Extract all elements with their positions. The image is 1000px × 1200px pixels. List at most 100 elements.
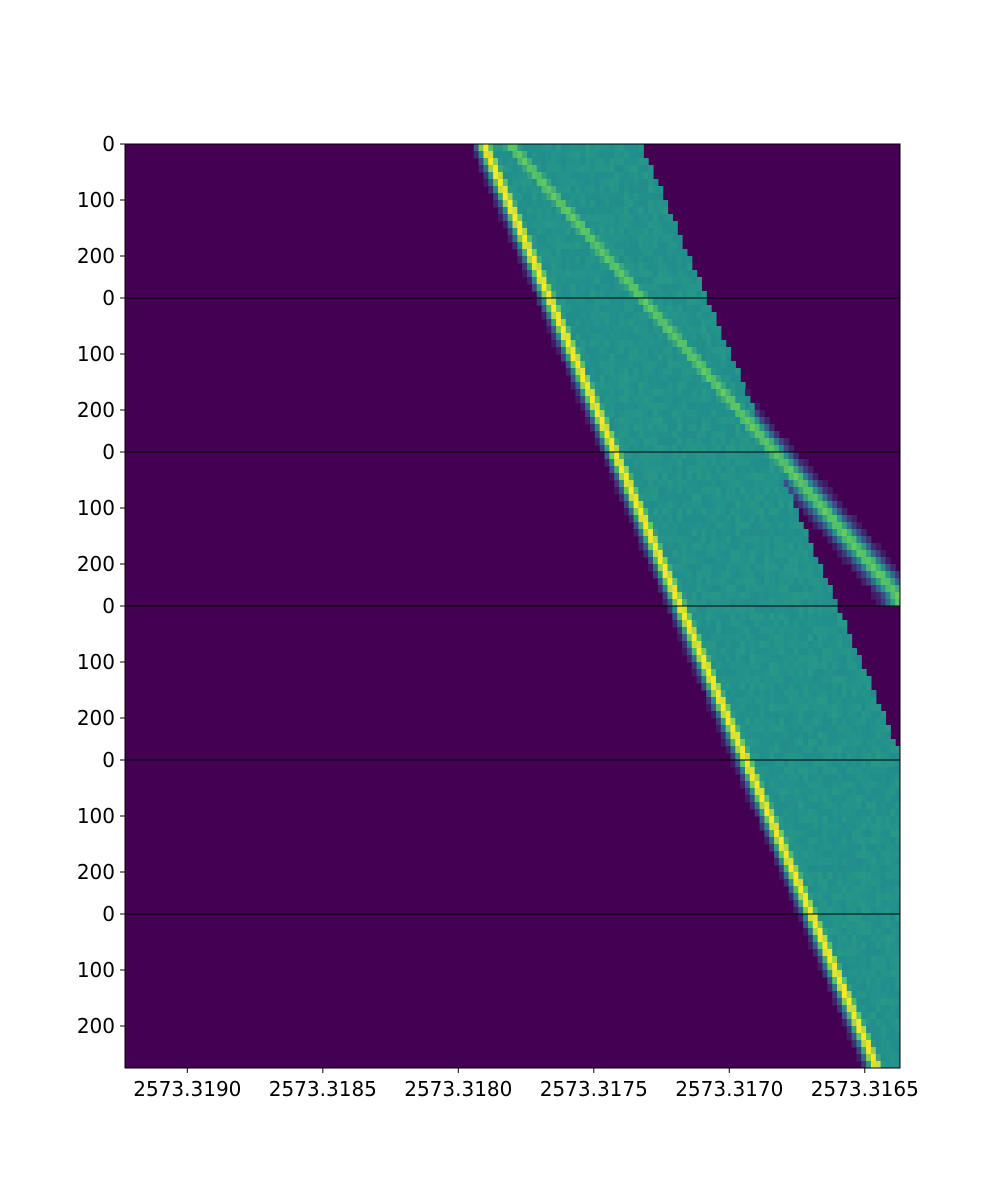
heatmap-cell bbox=[827, 697, 833, 705]
heatmap-cell bbox=[715, 529, 722, 537]
heatmap-cell bbox=[706, 655, 712, 663]
heatmap-cell bbox=[657, 459, 664, 467]
heatmap-cell bbox=[812, 704, 819, 712]
heatmap-cell bbox=[875, 1061, 882, 1068]
heatmap-cell bbox=[546, 207, 552, 215]
heatmap-cell bbox=[652, 305, 659, 313]
heatmap-cell bbox=[754, 550, 761, 558]
heatmap-cell bbox=[745, 389, 751, 397]
heatmap-cell bbox=[866, 550, 872, 558]
heatmap-cell bbox=[890, 753, 896, 761]
heatmap-cell bbox=[870, 956, 877, 964]
heatmap-cell bbox=[870, 760, 877, 768]
heatmap-cell bbox=[585, 200, 591, 208]
heatmap-cell bbox=[706, 690, 712, 698]
heatmap-cell bbox=[701, 641, 707, 649]
heatmap-cell bbox=[778, 452, 785, 460]
heatmap-cell bbox=[754, 711, 761, 719]
heatmap-cell bbox=[614, 319, 620, 327]
heatmap-cell bbox=[672, 487, 678, 495]
heatmap-cell bbox=[522, 165, 528, 173]
heatmap-cell bbox=[619, 340, 625, 348]
heatmap-cell bbox=[657, 298, 664, 306]
heatmap-cell bbox=[885, 879, 891, 887]
heatmap-cell bbox=[812, 697, 819, 705]
heatmap-cell bbox=[870, 704, 877, 712]
heatmap-cell bbox=[803, 865, 809, 873]
heatmap-cell bbox=[822, 914, 828, 922]
heatmap-cell bbox=[720, 648, 727, 656]
heatmap-cell bbox=[759, 564, 765, 572]
heatmap-cell bbox=[740, 578, 746, 586]
heatmap-cell bbox=[812, 795, 819, 803]
heatmap-cell bbox=[619, 172, 625, 180]
heatmap-cell bbox=[740, 648, 746, 656]
heatmap-cell bbox=[575, 284, 581, 292]
heatmap-cell bbox=[686, 550, 693, 558]
heatmap-cell bbox=[522, 151, 528, 159]
heatmap-cell bbox=[488, 165, 494, 173]
x-tick-label: 2573.3190 bbox=[133, 1077, 241, 1101]
heatmap-cell bbox=[652, 284, 659, 292]
heatmap-cell bbox=[783, 494, 790, 502]
heatmap-cell bbox=[706, 627, 712, 635]
heatmap-cell bbox=[880, 739, 887, 747]
heatmap-cell bbox=[575, 333, 581, 341]
heatmap-cell bbox=[856, 690, 862, 698]
heatmap-cell bbox=[837, 816, 843, 824]
heatmap-cell bbox=[711, 592, 717, 600]
heatmap-cell bbox=[817, 823, 824, 831]
heatmap-cell bbox=[546, 158, 552, 166]
heatmap-cell bbox=[638, 508, 644, 516]
heatmap-cell bbox=[682, 578, 688, 586]
heatmap-cell bbox=[788, 816, 795, 824]
heatmap-cell bbox=[764, 529, 770, 537]
heatmap-cell bbox=[783, 823, 790, 831]
heatmap-cell bbox=[667, 228, 673, 236]
heatmap-cell bbox=[822, 970, 828, 978]
heatmap-cell bbox=[691, 669, 698, 677]
heatmap-cell bbox=[783, 851, 790, 859]
heatmap-cell bbox=[701, 550, 707, 558]
heatmap-cell bbox=[885, 872, 891, 880]
heatmap-cell bbox=[541, 242, 547, 250]
heatmap-cell bbox=[619, 291, 625, 299]
heatmap-cell bbox=[580, 242, 586, 250]
heatmap-cell bbox=[807, 858, 814, 866]
heatmap-cell bbox=[662, 361, 669, 369]
heatmap-cell bbox=[691, 396, 698, 404]
heatmap-cell bbox=[803, 613, 809, 621]
heatmap-cell bbox=[759, 774, 765, 782]
heatmap-cell bbox=[652, 298, 659, 306]
heatmap-cell bbox=[667, 263, 673, 271]
heatmap-cell bbox=[628, 403, 635, 411]
heatmap-cell bbox=[822, 711, 828, 719]
heatmap-cell bbox=[895, 956, 900, 964]
heatmap-cell bbox=[648, 410, 654, 418]
heatmap-cell bbox=[497, 193, 504, 201]
heatmap-cell bbox=[686, 592, 693, 600]
heatmap-cell bbox=[745, 620, 751, 628]
heatmap-cell bbox=[832, 536, 838, 544]
heatmap-cell bbox=[667, 592, 673, 600]
heatmap-cell bbox=[551, 144, 557, 152]
heatmap-cell bbox=[643, 333, 649, 341]
heatmap-cell bbox=[682, 417, 688, 425]
heatmap-cell bbox=[711, 452, 717, 460]
heatmap-cell bbox=[609, 410, 615, 418]
heatmap-cell bbox=[696, 557, 702, 565]
heatmap-cell bbox=[614, 291, 620, 299]
heatmap-cell bbox=[701, 620, 707, 628]
heatmap-cell bbox=[662, 242, 669, 250]
heatmap-cell bbox=[633, 438, 640, 446]
heatmap-cell bbox=[686, 361, 693, 369]
heatmap-cell bbox=[866, 1054, 872, 1062]
heatmap-cell bbox=[851, 830, 857, 838]
heatmap-cell bbox=[715, 487, 722, 495]
heatmap-cell bbox=[769, 606, 775, 614]
heatmap-cell bbox=[590, 368, 596, 376]
heatmap-cell bbox=[822, 704, 828, 712]
heatmap-cell bbox=[585, 333, 591, 341]
heatmap-cell bbox=[759, 781, 765, 789]
heatmap-cell bbox=[798, 683, 804, 691]
